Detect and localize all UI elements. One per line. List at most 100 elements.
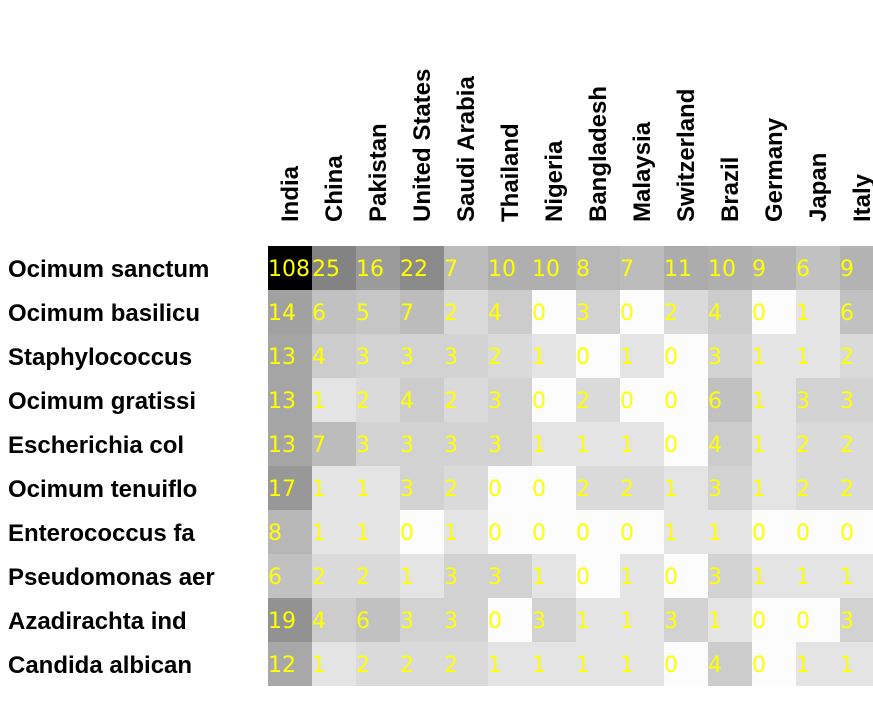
heatmap-cell <box>620 466 664 510</box>
cell-value: 1 <box>312 653 326 678</box>
cell-value: 10 <box>532 257 560 282</box>
heatmap-cell <box>708 642 752 686</box>
row-label: Ocimum basilicu <box>8 300 200 327</box>
heatmap-cell <box>488 290 532 334</box>
heatmap-cell <box>488 598 532 642</box>
cell-value: 0 <box>752 609 766 634</box>
heatmap-cell <box>620 554 664 598</box>
cell-value: 2 <box>356 389 370 414</box>
heatmap-cell <box>488 334 532 378</box>
heatmap-cell <box>796 290 840 334</box>
heatmap-cell <box>356 246 400 290</box>
heatmap-cell <box>620 642 664 686</box>
cell-value: 2 <box>488 345 502 370</box>
row-label: Enterococcus fa <box>8 520 195 547</box>
column-label: Nigeria <box>541 140 568 222</box>
heatmap-cell <box>312 422 356 466</box>
heatmap-cell <box>576 378 620 422</box>
cell-value: 1 <box>840 653 854 678</box>
cell-value: 8 <box>268 521 282 546</box>
heatmap-cell <box>400 466 444 510</box>
heatmap-cell <box>312 378 356 422</box>
cell-value: 10 <box>488 257 516 282</box>
cell-value: 1 <box>576 653 590 678</box>
cell-value: 1 <box>620 653 634 678</box>
heatmap-cell <box>576 642 620 686</box>
heatmap-cell <box>576 598 620 642</box>
column-label: Japan <box>805 153 832 222</box>
cell-value: 1 <box>840 565 854 590</box>
cell-value: 1 <box>532 345 546 370</box>
column-label: Brazil <box>717 157 744 222</box>
cell-value: 1 <box>356 521 370 546</box>
cell-value: 0 <box>840 521 854 546</box>
cell-value: 1 <box>356 477 370 502</box>
heatmap-cell <box>532 466 576 510</box>
cell-value: 5 <box>356 301 370 326</box>
column-label: Pakistan <box>365 123 392 222</box>
heatmap-cell <box>664 246 708 290</box>
cell-value: 1 <box>620 345 634 370</box>
heatmap-cell <box>312 642 356 686</box>
cell-value: 6 <box>312 301 326 326</box>
cell-value: 1 <box>312 521 326 546</box>
heatmap-cell <box>620 378 664 422</box>
heatmap-cell <box>796 246 840 290</box>
heatmap-cell <box>796 422 840 466</box>
column-label: China <box>321 155 348 222</box>
row-label: Escherichia col <box>8 432 184 459</box>
cell-value: 3 <box>664 609 678 634</box>
cell-value: 9 <box>752 257 766 282</box>
heatmap-cell <box>664 598 708 642</box>
heatmap-cell <box>840 378 873 422</box>
heatmap-cell <box>356 290 400 334</box>
column-label: India <box>277 165 304 222</box>
column-label: Bangladesh <box>585 86 612 222</box>
cell-value: 2 <box>444 477 458 502</box>
heatmap-cell <box>752 598 796 642</box>
cell-value: 2 <box>576 477 590 502</box>
cell-value: 1 <box>444 521 458 546</box>
heatmap-cell <box>620 422 664 466</box>
cell-value: 3 <box>488 389 502 414</box>
cell-value: 0 <box>664 653 678 678</box>
cell-value: 1 <box>708 521 722 546</box>
cell-value: 1 <box>400 565 414 590</box>
cell-value: 0 <box>664 389 678 414</box>
cell-value: 25 <box>312 257 340 282</box>
cell-value: 0 <box>620 521 634 546</box>
cell-value: 6 <box>708 389 722 414</box>
cell-value: 0 <box>576 521 590 546</box>
cell-value: 10 <box>708 257 736 282</box>
cell-value: 1 <box>620 609 634 634</box>
heatmap-cell <box>400 422 444 466</box>
heatmap-cell <box>664 422 708 466</box>
heatmap-cell <box>400 334 444 378</box>
heatmap-cell <box>620 510 664 554</box>
heatmap-cell <box>752 378 796 422</box>
cell-value: 0 <box>532 521 546 546</box>
cell-value: 3 <box>400 477 414 502</box>
heatmap-cell <box>312 246 356 290</box>
heatmap-cell <box>576 334 620 378</box>
row-label: Candida albican <box>8 652 192 679</box>
cell-value: 13 <box>268 433 296 458</box>
cell-value: 14 <box>268 301 296 326</box>
heatmap-cell <box>356 598 400 642</box>
cell-value: 3 <box>488 433 502 458</box>
heatmap-cell <box>532 290 576 334</box>
heatmap-cell <box>312 554 356 598</box>
heatmap-cell <box>840 334 873 378</box>
cell-value: 3 <box>532 609 546 634</box>
heatmap-cell <box>268 510 312 554</box>
row-label: Azadirachta ind <box>8 608 187 635</box>
heatmap-cell <box>532 334 576 378</box>
heatmap-cell <box>664 510 708 554</box>
cell-value: 2 <box>444 653 458 678</box>
cell-value: 1 <box>312 389 326 414</box>
cell-value: 0 <box>576 565 590 590</box>
cell-value: 1 <box>576 609 590 634</box>
cell-value: 1 <box>752 477 766 502</box>
cell-value: 0 <box>664 345 678 370</box>
